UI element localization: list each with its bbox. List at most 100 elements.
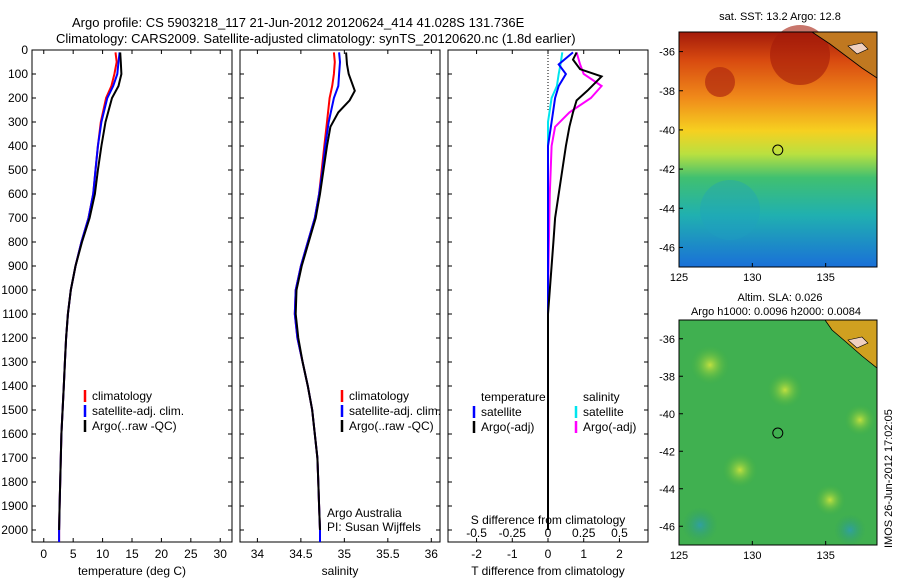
sst-cool-patch (700, 180, 760, 240)
credit-text: Argo Australia (327, 506, 402, 520)
salinity-series-group (293, 52, 356, 542)
legend-label: satellite-adj. clim. (92, 404, 184, 418)
map-y-tick-label: -44 (659, 203, 675, 215)
depth-tick-label: 100 (8, 67, 28, 81)
map-x-tick-label: 130 (743, 272, 761, 284)
salinity-x-label: salinity (322, 564, 359, 578)
x-tick-label: -1 (507, 547, 518, 561)
legend-label: satellite (583, 405, 624, 419)
legend-label: Argo(-adj) (481, 420, 534, 434)
depth-tick-label: 1100 (2, 307, 28, 321)
depth-tick-label: 1700 (1, 451, 28, 465)
temperature-x-ticks: 0 5 10 15 20 25 30 (32, 49, 232, 561)
s-diff-tick-label: 0 (545, 526, 552, 540)
title-line-2: Climatology: CARS2009. Satellite-adjuste… (56, 31, 576, 46)
sst-warm-patch (705, 67, 735, 97)
map-y-tick-label: -42 (659, 446, 675, 458)
x-tick-label: 2 (616, 547, 623, 561)
map-y-tick-label: -46 (659, 242, 675, 254)
sla-map-frame (678, 319, 878, 546)
map-y-tick-label: -36 (659, 334, 675, 346)
t-difference-label: T difference from climatology (471, 564, 625, 578)
map-y-tick-label: -46 (659, 521, 675, 533)
difference-series-group (547, 51, 604, 530)
depth-tick-label: 500 (8, 163, 28, 177)
x-tick-label: -2 (471, 547, 482, 561)
x-tick-label: 30 (214, 547, 228, 561)
map-y-tick-label: -42 (659, 164, 675, 176)
timestamp-text: IMOS 26-Jun-2012 17:02:05 (883, 409, 895, 548)
depth-tick-label: 1000 (1, 283, 28, 297)
depth-tick-label: 2000 (1, 523, 28, 537)
s-difference-label: S difference from climatology (471, 513, 626, 527)
sla-blob-7 (834, 514, 866, 546)
map-y-tick-label: -44 (659, 484, 675, 496)
depth-tick-label: 300 (8, 115, 28, 129)
sst-warm-patch-2 (770, 25, 830, 85)
depth-tick-label: 1900 (1, 499, 28, 513)
legend-label: Argo(..raw -QC) (349, 419, 434, 433)
x-tick-label: 5 (70, 547, 77, 561)
x-tick-label: 34 (251, 547, 265, 561)
depth-tick-label: 900 (8, 259, 28, 273)
map-y-tick-label: -40 (659, 409, 675, 421)
sla-blob-6 (682, 507, 718, 543)
depth-tick-label: 0 (21, 43, 28, 57)
depth-tick-label: 1400 (1, 379, 28, 393)
sla-blob-5 (814, 484, 846, 516)
temperature-panel: 0 5 10 15 20 25 30 0 100 200 300 400 500 600 700 800 90… (1, 43, 233, 578)
depth-tick-label: 1800 (1, 475, 28, 489)
depth-tick-label: 800 (8, 235, 28, 249)
map-y-tick-label: -36 (659, 47, 675, 59)
salinity-panel: 34 34.5 35 35.5 36 salinity climatologysatel… (239, 49, 441, 578)
sla-blob-3 (844, 404, 876, 436)
depth-tick-label: 700 (8, 211, 28, 225)
sla-map-title: Altim. SLA: 0.026 (738, 292, 823, 304)
x-tick-label: 36 (425, 547, 439, 561)
pi-text: PI: Susan Wijffels (327, 520, 421, 534)
s-diff-tick-label: 0.5 (611, 526, 628, 540)
sst-map-title: sat. SST: 13.2 Argo: 12.8 (719, 11, 841, 23)
depth-tick-label: 1300 (1, 355, 28, 369)
salinity-x-ticks: 34 34.5 35 35.5 36 (240, 49, 440, 561)
map-x-tick-label: 125 (670, 550, 688, 562)
legend-salinity-title: salinity (583, 390, 620, 404)
sla-argo-marker (772, 427, 784, 439)
sst-map-panel: sat. SST: 13.2 Argo: 12.8 -36 -38 -40 -42 -4… (659, 11, 878, 284)
x-tick-label: 20 (155, 547, 169, 561)
difference-panel: -2 -1 0 1 2 -0.5 -0.25 0 0.25 0.5 S difference f… (447, 49, 649, 578)
depth-tick-label: 600 (8, 187, 28, 201)
sla-blob-4 (722, 452, 758, 488)
sst-map-frame (678, 31, 878, 268)
x-tick-label: 25 (184, 547, 198, 561)
s-difference-ticks: -0.5 -0.25 0 0.25 0.5 (466, 526, 628, 540)
legend-label: climatology (349, 389, 409, 403)
title-line-1: Argo profile: CS 5903218_117 21-Jun-2012… (72, 15, 525, 30)
x-tick-label: 10 (96, 547, 110, 561)
x-tick-label: 35.5 (376, 547, 400, 561)
legend-label: satellite (481, 405, 522, 419)
depth-tick-label: 1600 (1, 427, 28, 441)
map-y-tick-label: -40 (659, 125, 675, 137)
s-diff-tick-label: -0.25 (499, 526, 527, 540)
temperature-plot-frame (31, 49, 233, 543)
x-tick-label: 1 (580, 547, 587, 561)
map-x-tick-label: 135 (816, 272, 834, 284)
x-tick-label: 15 (125, 547, 139, 561)
sla-island-icon (847, 336, 869, 349)
map-y-tick-label: -38 (659, 371, 675, 383)
sla-map-subtitle: Argo h1000: 0.0096 h2000: 0.0084 (691, 306, 861, 318)
sla-blob-2 (767, 372, 803, 408)
salinity-plot-frame (239, 49, 441, 543)
series-line-p1-2 (58, 52, 123, 531)
s-diff-tick-label: 0.25 (572, 526, 596, 540)
sst-argo-marker (772, 144, 784, 156)
difference-x-ticks: -2 -1 0 1 2 (448, 49, 648, 561)
sst-map-ticks: -36 -38 -40 -42 -44 -46 125 130 135 (659, 47, 835, 284)
x-tick-label: 35 (338, 547, 352, 561)
depth-tick-label: 1500 (1, 403, 28, 417)
depth-tick-label: 1200 (1, 331, 28, 345)
temperature-x-label: temperature (deg C) (78, 564, 186, 578)
x-tick-label: 0 (545, 547, 552, 561)
